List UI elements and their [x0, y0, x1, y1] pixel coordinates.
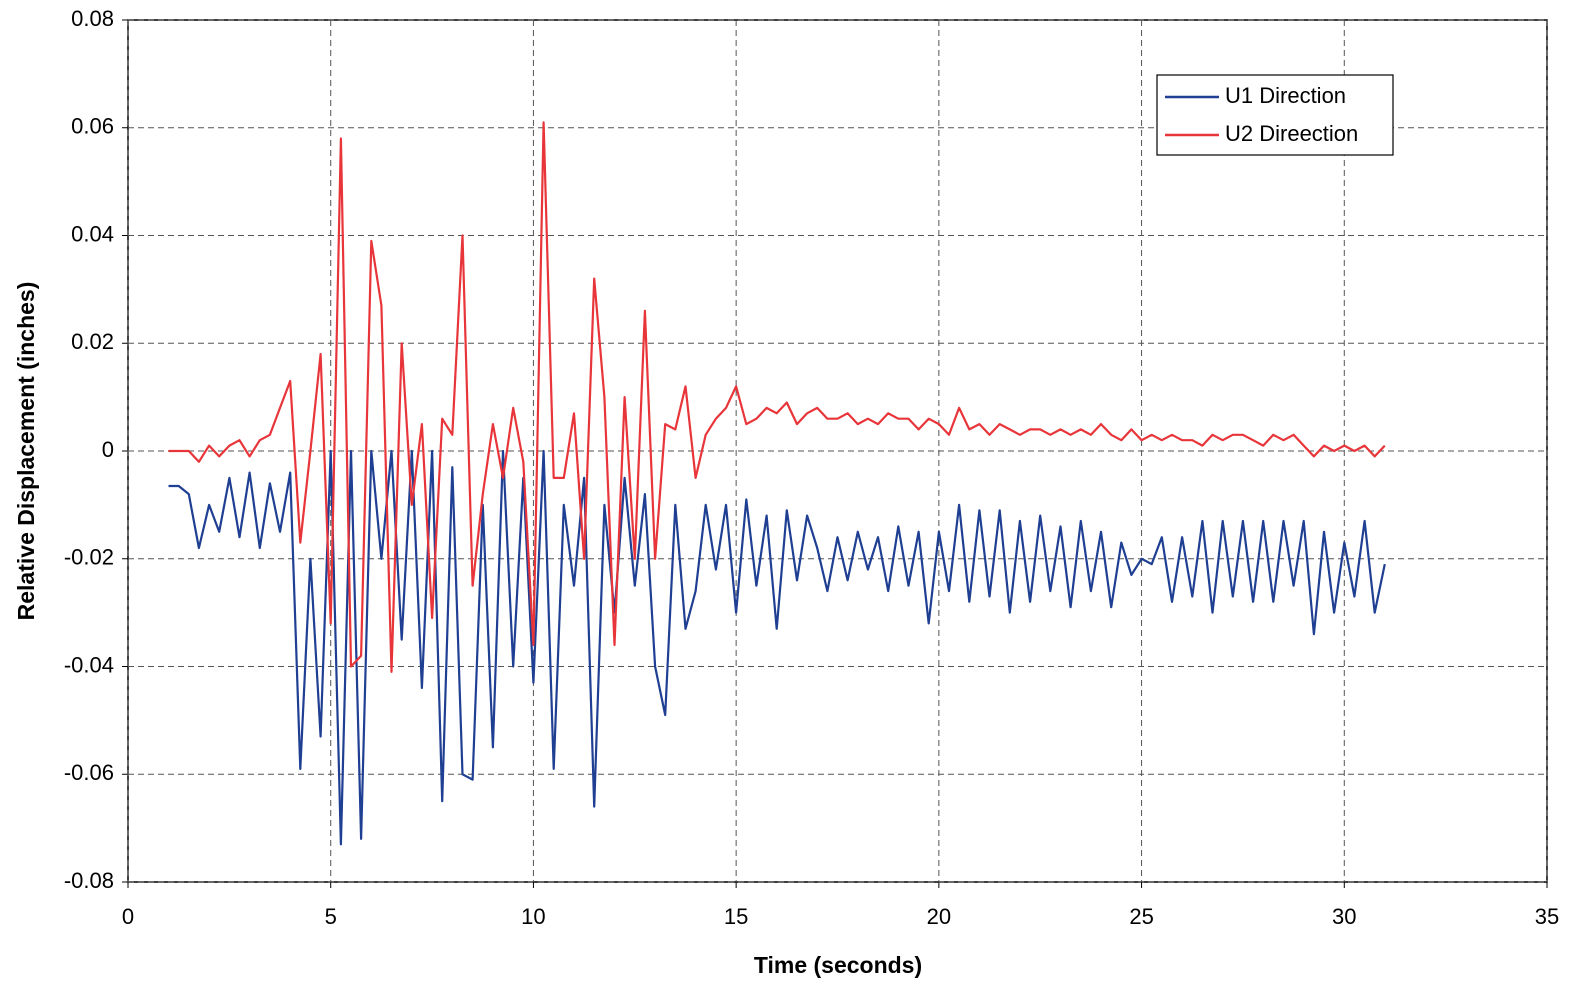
legend-label: U2 Direection	[1225, 121, 1358, 146]
y-tick-label: 0	[102, 437, 114, 462]
x-tick-label: 35	[1535, 904, 1559, 929]
y-tick-label: 0.08	[71, 6, 114, 31]
x-tick-label: 0	[122, 904, 134, 929]
y-tick-label: -0.08	[64, 868, 114, 893]
y-tick-label: -0.02	[64, 545, 114, 570]
y-tick-label: -0.06	[64, 760, 114, 785]
y-tick-label: -0.04	[64, 652, 114, 677]
series-line	[168, 121, 1386, 673]
legend-box	[1156, 74, 1394, 156]
y-tick-label: 0.06	[71, 114, 114, 139]
x-tick-label: 20	[927, 904, 951, 929]
x-tick-label: 30	[1332, 904, 1356, 929]
series-line	[168, 449, 1386, 846]
x-tick-label: 15	[724, 904, 748, 929]
legend-label: U1 Direction	[1225, 83, 1346, 108]
y-tick-label: 0.02	[71, 329, 114, 354]
x-axis-title: Time (seconds)	[754, 952, 922, 978]
y-tick-label: 0.04	[71, 221, 114, 246]
x-tick-label: 5	[325, 904, 337, 929]
y-axis-title: Relative Displacement (inches)	[13, 282, 39, 621]
x-tick-label: 25	[1129, 904, 1153, 929]
x-tick-label: 10	[521, 904, 545, 929]
